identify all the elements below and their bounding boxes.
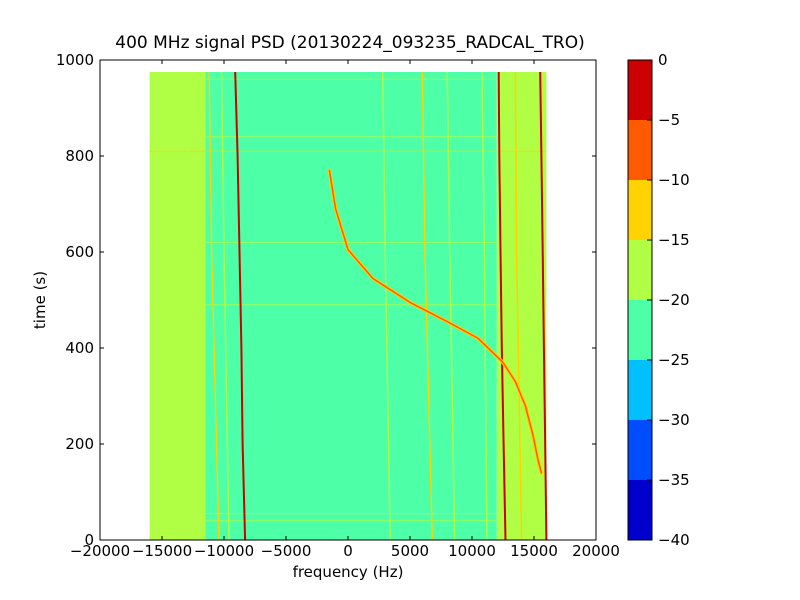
x-tick-label: −20000 <box>70 542 130 560</box>
colorbar-band-0 <box>628 480 652 540</box>
colorbar-band-5 <box>628 180 652 240</box>
spectrogram-image <box>149 71 548 541</box>
x-axis: −20000 −15000 −10000 −5000 0 5000 10000 15000 20… <box>70 60 620 560</box>
colorbar-tick-label: −5 <box>658 111 680 129</box>
spectral-line-4 <box>421 71 434 541</box>
colorbar-tick-label: 0 <box>658 51 668 69</box>
x-tick-label: 10000 <box>448 542 496 560</box>
carrier-line-2 <box>539 71 548 541</box>
spectral-line-6 <box>481 71 488 541</box>
spectral-line-0 <box>208 71 220 541</box>
colorbar-tick-label: −20 <box>658 291 690 309</box>
x-tick-label: 0 <box>343 542 353 560</box>
y-tick-label: 0 <box>84 531 94 549</box>
y-axis-label: time (s) <box>31 271 49 329</box>
colorbar-band-2 <box>628 360 652 420</box>
colorbar-tick-label: −15 <box>658 231 690 249</box>
x-tick-label: 5000 <box>391 542 429 560</box>
carrier-line-0 <box>234 71 247 541</box>
y-tick-label: 1000 <box>56 51 94 69</box>
colorbar-band-7 <box>628 60 652 120</box>
y-tick-label: 200 <box>65 435 94 453</box>
colorbar: 0 −5 −10 −15 −20 −25 −30 −35 −40 <box>627 51 690 549</box>
spectral-line-7 <box>514 71 523 541</box>
y-tick-label: 400 <box>65 339 94 357</box>
y-tick-label: 600 <box>65 243 94 261</box>
x-tick-label: −10000 <box>194 542 254 560</box>
plot-area <box>99 59 597 541</box>
x-tick-label: 15000 <box>510 542 558 560</box>
colorbar-tick-label: −35 <box>658 471 690 489</box>
chart-title: 400 MHz signal PSD (20130224_093235_RADC… <box>115 33 584 53</box>
spectral-line-1 <box>220 71 230 541</box>
x-axis-label: frequency (Hz) <box>293 563 404 581</box>
psd-background-region-0 <box>149 72 206 540</box>
spectral-line-3 <box>381 71 391 541</box>
colorbar-band-4 <box>628 240 652 300</box>
carrier-line-1 <box>497 71 507 541</box>
colorbar-band-6 <box>628 120 652 180</box>
sweep-trace <box>328 169 543 474</box>
colorbar-tick-label: −10 <box>658 171 690 189</box>
colorbar-tick-label: −40 <box>658 531 690 549</box>
x-tick-label: −15000 <box>132 542 192 560</box>
y-axis: 0 200 400 600 800 1000 <box>56 51 596 549</box>
spectral-line-2 <box>186 71 193 541</box>
y-tick-label: 800 <box>65 147 94 165</box>
x-tick-label: −5000 <box>261 542 312 560</box>
colorbar-tick-label: −25 <box>658 351 690 369</box>
x-tick-label: 20000 <box>572 542 620 560</box>
colorbar-tick-label: −30 <box>658 411 690 429</box>
colorbar-band-3 <box>628 300 652 360</box>
colorbar-band-1 <box>628 420 652 480</box>
